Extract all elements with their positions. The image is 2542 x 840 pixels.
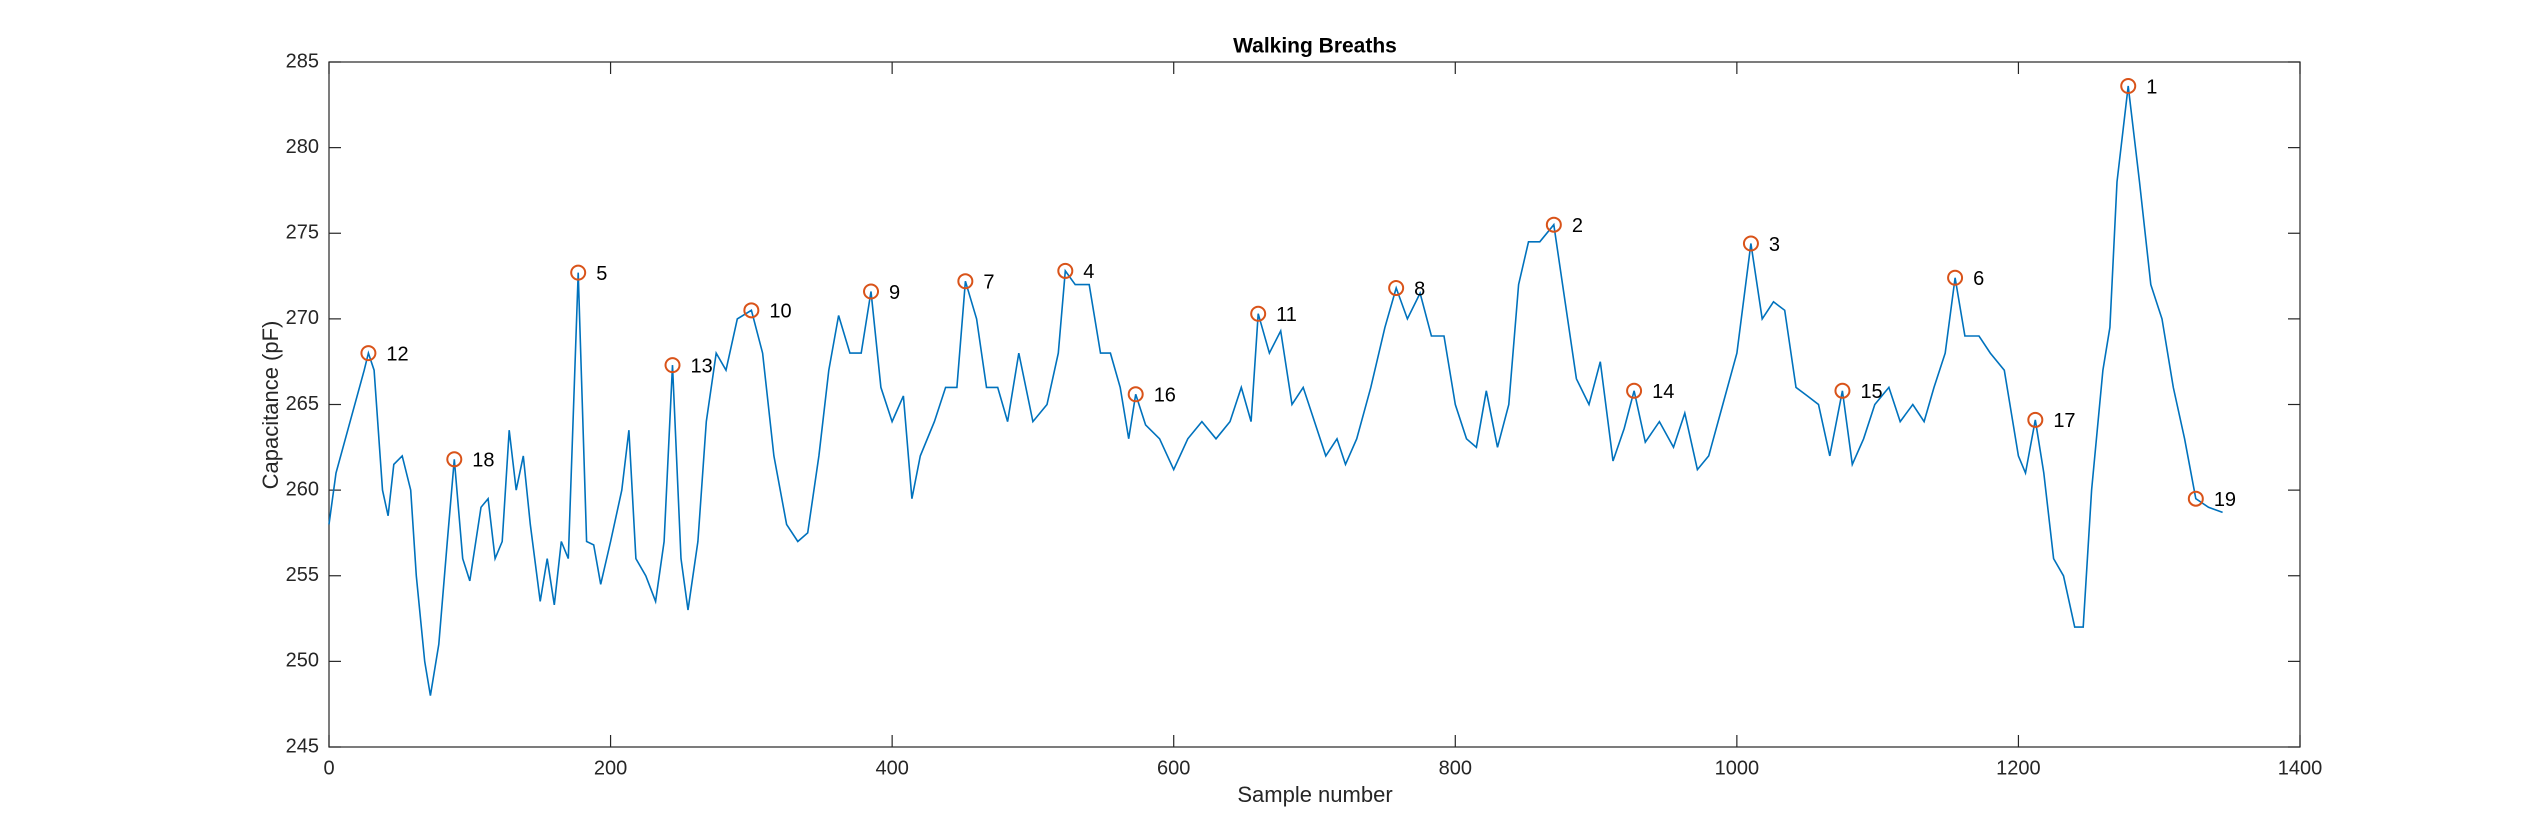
y-tick-label: 245	[286, 735, 319, 757]
data-line	[328, 85, 2223, 696]
peak-marker	[743, 302, 760, 319]
peak-marker	[1057, 262, 1074, 279]
plot-area	[328, 61, 2301, 748]
peak-label: 11	[1276, 304, 1297, 326]
peak-label: 15	[1860, 381, 1882, 403]
peak-label: 10	[769, 301, 791, 323]
peak-label: 2	[1572, 215, 1583, 237]
peak-marker	[360, 345, 377, 362]
peak-marker	[2027, 411, 2044, 428]
peak-marker	[446, 451, 463, 468]
y-tick-label: 250	[286, 650, 319, 672]
peak-label: 16	[1154, 385, 1176, 407]
peak-marker	[1626, 382, 1643, 399]
peak-label: 14	[1652, 381, 1674, 403]
y-tick-label: 265	[286, 393, 319, 415]
y-tick-label: 280	[286, 136, 319, 158]
x-axis-label: Sample number	[1237, 782, 1392, 807]
x-tick-label: 200	[594, 757, 627, 779]
peak-label: 1	[2146, 76, 2157, 98]
peak-marker	[1545, 216, 1562, 233]
chart-title: Walking Breaths	[1233, 35, 1397, 58]
peak-marker	[664, 357, 681, 374]
peak-label: 4	[1083, 261, 1094, 283]
peak-label: 9	[889, 282, 900, 304]
peak-marker	[863, 283, 880, 300]
x-tick-label: 1400	[2278, 757, 2323, 779]
peak-marker	[1250, 305, 1267, 322]
peak-label: 12	[386, 343, 408, 365]
peak-marker	[2187, 490, 2204, 507]
peak-marker	[1388, 280, 1405, 297]
peak-marker	[570, 264, 587, 281]
peak-marker	[1127, 386, 1144, 403]
peak-label: 17	[2053, 410, 2075, 432]
peak-marker	[1742, 235, 1759, 252]
peak-marker	[2120, 77, 2137, 94]
peak-marker	[1834, 382, 1851, 399]
y-axis-label: Capacitance (pF)	[258, 321, 283, 490]
peak-marker	[1947, 269, 1964, 286]
x-tick-label: 1200	[1996, 757, 2041, 779]
y-tick-label: 275	[286, 222, 319, 244]
peak-label: 18	[472, 450, 494, 472]
peak-marker	[957, 273, 974, 290]
y-tick-label: 255	[286, 564, 319, 586]
x-tick-label: 0	[323, 757, 334, 779]
x-tick-label: 1000	[1715, 757, 1760, 779]
peak-label: 13	[691, 355, 713, 377]
peak-label: 3	[1769, 234, 1780, 256]
x-tick-label: 400	[875, 757, 908, 779]
peak-label: 7	[983, 271, 994, 293]
peak-label: 19	[2214, 489, 2236, 511]
x-tick-label: 600	[1157, 757, 1190, 779]
x-tick-label: 800	[1439, 757, 1472, 779]
y-tick-label: 260	[286, 478, 319, 500]
peak-label: 5	[596, 263, 607, 285]
peak-label: 8	[1414, 278, 1425, 300]
peak-label: 6	[1973, 268, 1984, 290]
y-tick-label: 270	[286, 307, 319, 329]
y-tick-label: 285	[286, 50, 319, 72]
